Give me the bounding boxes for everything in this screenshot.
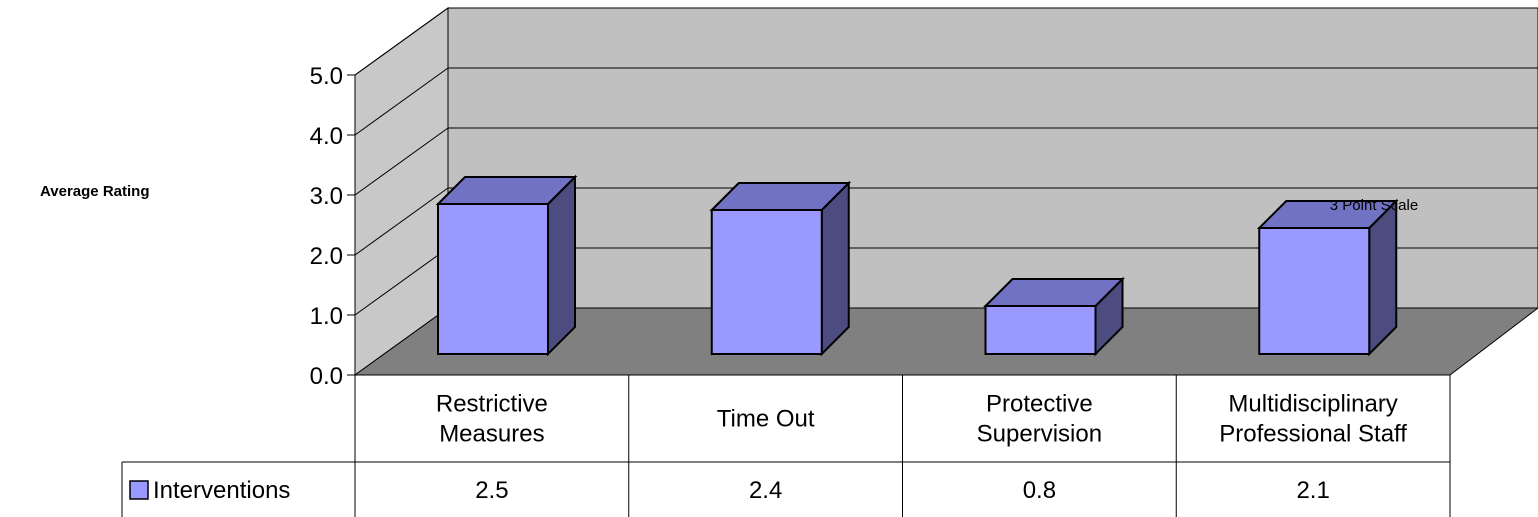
y-axis-label: Average Rating: [40, 183, 149, 200]
gridline-diagonal: [354, 247, 449, 316]
data-table-value: 2.1: [1296, 477, 1329, 504]
category-label: Professional Staff: [1219, 421, 1407, 448]
gridline-diagonal: [354, 7, 449, 76]
bar-side: [547, 174, 576, 357]
gridline-diagonal: [354, 187, 449, 256]
data-table-value: 0.8: [1023, 477, 1056, 504]
bar-front: [984, 305, 1097, 355]
y-tick-label: 0.0: [310, 363, 343, 390]
category-label: Multidisciplinary: [1228, 391, 1397, 418]
category-label: Time Out: [717, 406, 815, 433]
category-label: Measures: [439, 421, 544, 448]
bar-front: [437, 203, 549, 355]
category-label: Restrictive: [436, 391, 548, 418]
bar: [983, 276, 1125, 357]
category-label: Protective: [986, 391, 1093, 418]
gridline-diagonal: [354, 127, 449, 196]
data-table-value: 2.4: [749, 477, 782, 504]
bar: [1256, 198, 1399, 357]
y-tick-label: 2.0: [310, 243, 343, 270]
y-tick-label: 5.0: [310, 63, 343, 90]
data-table-value: 2.5: [475, 477, 508, 504]
bar-front: [1258, 227, 1371, 355]
gridline-diagonal: [354, 67, 449, 136]
bar-side: [820, 180, 850, 357]
y-tick-label: 3.0: [310, 183, 343, 210]
bar-front: [710, 209, 823, 355]
legend-swatch: [129, 480, 149, 500]
legend-series-name: Interventions: [153, 477, 290, 504]
bar: [435, 174, 578, 357]
bar: [709, 180, 852, 357]
y-tick-label: 1.0: [310, 303, 343, 330]
scale-annotation: 3 Point Scale: [1330, 197, 1418, 214]
y-tick-label: 4.0: [310, 123, 343, 150]
category-label: Supervision: [977, 421, 1102, 448]
